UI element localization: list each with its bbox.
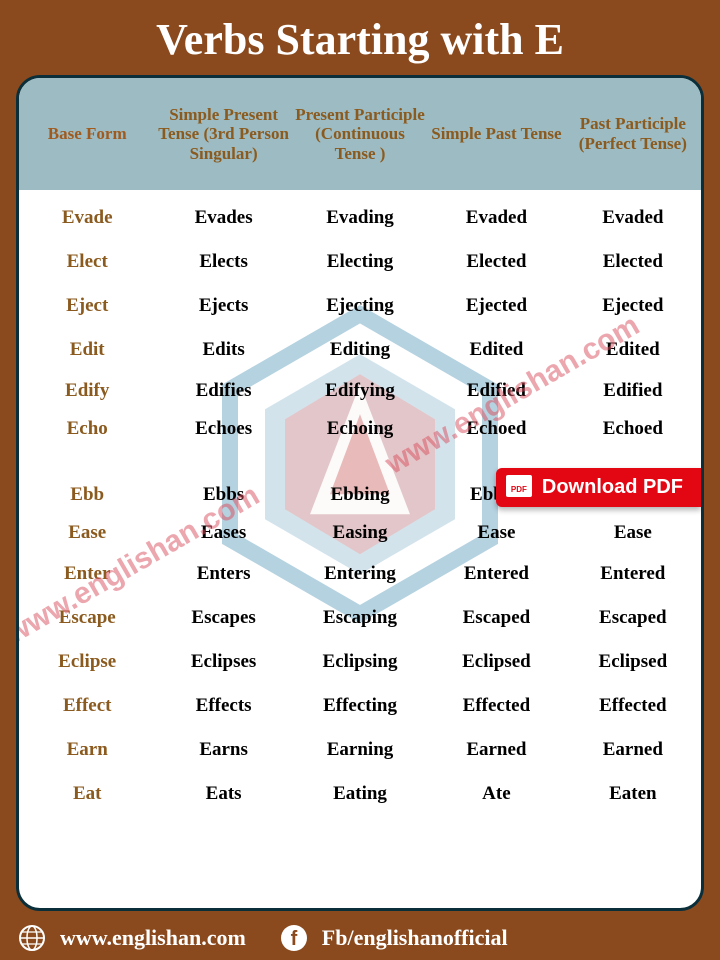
cell-value: Escapes <box>155 607 291 629</box>
table-row: EffectEffectsEffectingEffectedEffected <box>19 684 701 728</box>
page-title: Verbs Starting with E <box>0 0 720 75</box>
cell-value: Effecting <box>292 695 428 717</box>
cell-value: Eclipsing <box>292 651 428 673</box>
cell-value: Edifying <box>292 380 428 402</box>
cell-value: Edified <box>428 380 564 402</box>
header-present-participle: Present Participle (Continuous Tense ) <box>292 101 428 168</box>
cell-value: Effected <box>428 695 564 717</box>
cell-value: Edited <box>565 339 701 361</box>
table-row: EnterEntersEnteringEnteredEntered <box>19 552 701 596</box>
cell-base-form: Earn <box>19 739 155 761</box>
cell-value: Electing <box>292 251 428 273</box>
cell-value: Ejected <box>565 295 701 317</box>
cell-base-form: Edit <box>19 339 155 361</box>
cell-value: Easing <box>292 522 428 544</box>
cell-value: Ease <box>565 522 701 544</box>
table-row: EclipseEclipsesEclipsingEclipsedEclipsed <box>19 640 701 684</box>
cell-value: Ate <box>428 783 564 805</box>
cell-value: Escaped <box>565 607 701 629</box>
table-row: EdifyEdifiesEdifyingEdifiedEdified <box>19 372 701 410</box>
facebook-icon: f <box>280 924 308 952</box>
cell-base-form: Evade <box>19 207 155 229</box>
footer-website: www.englishan.com <box>60 925 246 951</box>
header-simple-present: Simple Present Tense (3rd Person Singula… <box>155 101 291 168</box>
cell-value: Edified <box>565 380 701 402</box>
footer-facebook: Fb/englishanofficial <box>322 925 508 951</box>
cell-value: Eclipses <box>155 651 291 673</box>
cell-value: Evading <box>292 207 428 229</box>
footer: www.englishan.com f Fb/englishanofficial <box>0 916 720 960</box>
globe-icon <box>18 924 46 952</box>
cell-value: Edits <box>155 339 291 361</box>
cell-base-form: Ease <box>19 522 155 544</box>
cell-value: Elected <box>428 251 564 273</box>
cell-base-form: Eject <box>19 295 155 317</box>
cell-value: Eating <box>292 783 428 805</box>
cell-base-form: Enter <box>19 563 155 585</box>
table-row: EvadeEvadesEvadingEvadedEvaded <box>19 196 701 240</box>
cell-value: Ejects <box>155 295 291 317</box>
download-pdf-button[interactable]: Download PDF <box>496 468 701 507</box>
cell-value: Eats <box>155 783 291 805</box>
cell-value: Ebbing <box>292 484 428 506</box>
cell-value: Effected <box>565 695 701 717</box>
cell-value: Evaded <box>565 207 701 229</box>
table-row: EchoEchoesEchoingEchoedEchoed <box>19 410 701 448</box>
cell-value: Eclipsed <box>565 651 701 673</box>
header-base-form: Base Form <box>19 120 155 148</box>
table-row: EditEditsEditingEditedEdited <box>19 328 701 372</box>
table-row: EatEatsEatingAteEaten <box>19 772 701 816</box>
cell-base-form: Elect <box>19 251 155 273</box>
cell-base-form: Echo <box>19 418 155 440</box>
cell-value: Eases <box>155 522 291 544</box>
cell-value: Ejected <box>428 295 564 317</box>
table-row: EaseEasesEasingEaseEase <box>19 514 701 552</box>
cell-value: Editing <box>292 339 428 361</box>
cell-value: Evades <box>155 207 291 229</box>
cell-value: Entering <box>292 563 428 585</box>
cell-base-form: Effect <box>19 695 155 717</box>
table-row: EjectEjectsEjectingEjectedEjected <box>19 284 701 328</box>
cell-value: Elects <box>155 251 291 273</box>
cell-value: Escaped <box>428 607 564 629</box>
cell-value: Echoes <box>155 418 291 440</box>
cell-base-form: Edify <box>19 380 155 402</box>
cell-value: Ease <box>428 522 564 544</box>
cell-value: Eclipsed <box>428 651 564 673</box>
cell-value: Escaping <box>292 607 428 629</box>
table-row: EarnEarnsEarningEarnedEarned <box>19 728 701 772</box>
table-row: EscapeEscapesEscapingEscapedEscaped <box>19 596 701 640</box>
cell-value: Earns <box>155 739 291 761</box>
header-simple-past: Simple Past Tense <box>428 120 564 148</box>
cell-value: Evaded <box>428 207 564 229</box>
table-header-row: Base Form Simple Present Tense (3rd Pers… <box>19 78 701 190</box>
cell-base-form: Eclipse <box>19 651 155 673</box>
cell-value: Entered <box>565 563 701 585</box>
cell-value: Ebbs <box>155 484 291 506</box>
cell-value: Earned <box>565 739 701 761</box>
cell-base-form: Escape <box>19 607 155 629</box>
cell-value: Enters <box>155 563 291 585</box>
cell-value: Eaten <box>565 783 701 805</box>
header-past-participle: Past Participle (Perfect Tense) <box>565 110 701 157</box>
cell-value: Echoed <box>565 418 701 440</box>
cell-value: Echoing <box>292 418 428 440</box>
cell-value: Effects <box>155 695 291 717</box>
cell-value: Ejecting <box>292 295 428 317</box>
cell-value: Edifies <box>155 380 291 402</box>
cell-value: Entered <box>428 563 564 585</box>
cell-value: Earning <box>292 739 428 761</box>
cell-value: Elected <box>565 251 701 273</box>
cell-base-form: Ebb <box>19 484 155 506</box>
table-card: www.englishan.com www.englishan.com Base… <box>16 75 704 911</box>
table-row: ElectElectsElectingElectedElected <box>19 240 701 284</box>
cell-base-form: Eat <box>19 783 155 805</box>
cell-value: Edited <box>428 339 564 361</box>
cell-value: Earned <box>428 739 564 761</box>
svg-text:f: f <box>290 928 297 950</box>
cell-value: Echoed <box>428 418 564 440</box>
